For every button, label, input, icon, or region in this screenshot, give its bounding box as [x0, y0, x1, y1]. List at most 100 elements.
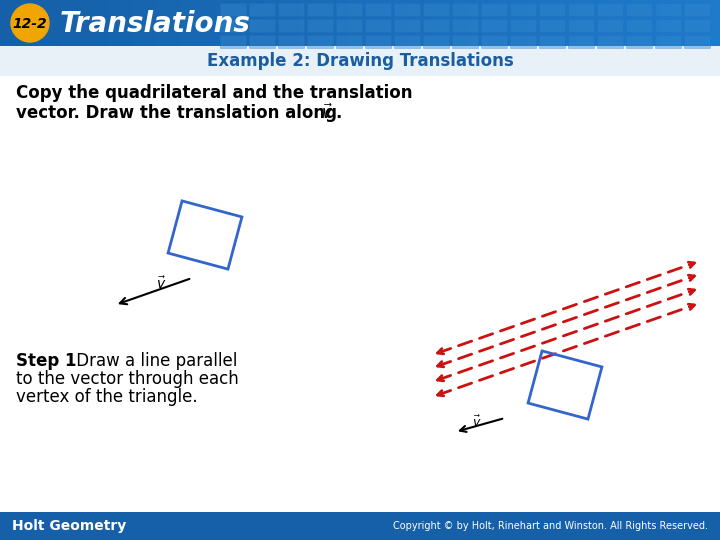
Bar: [452, 35, 478, 48]
Bar: [192, 0, 204, 46]
Bar: [307, 3, 333, 16]
Bar: [423, 3, 449, 16]
Bar: [452, 3, 478, 16]
Bar: [307, 19, 333, 32]
Bar: [588, 0, 600, 46]
Bar: [492, 0, 504, 46]
Text: to the vector through each: to the vector through each: [16, 370, 239, 388]
Text: Translations: Translations: [60, 10, 251, 37]
Bar: [576, 0, 588, 46]
Bar: [626, 19, 652, 32]
Bar: [684, 19, 710, 32]
Bar: [568, 35, 594, 48]
Bar: [249, 19, 275, 32]
Bar: [626, 3, 652, 16]
Bar: [481, 19, 507, 32]
Bar: [336, 35, 362, 48]
Bar: [468, 0, 480, 46]
Bar: [540, 0, 552, 46]
Bar: [252, 0, 264, 46]
Bar: [660, 0, 672, 46]
Bar: [365, 19, 391, 32]
Bar: [655, 35, 681, 48]
Text: Draw a line parallel: Draw a line parallel: [71, 352, 238, 370]
Bar: [96, 0, 108, 46]
Bar: [564, 0, 576, 46]
Bar: [156, 0, 168, 46]
Bar: [336, 19, 362, 32]
Bar: [264, 0, 276, 46]
Bar: [0, 0, 12, 46]
Bar: [0, 46, 720, 76]
Bar: [300, 0, 312, 46]
Bar: [408, 0, 420, 46]
Bar: [336, 0, 348, 46]
Bar: [72, 0, 84, 46]
Bar: [288, 0, 300, 46]
Bar: [539, 19, 565, 32]
Bar: [600, 0, 612, 46]
Bar: [423, 19, 449, 32]
Bar: [220, 35, 246, 48]
Bar: [626, 35, 652, 48]
Bar: [612, 0, 624, 46]
Bar: [684, 0, 696, 46]
Bar: [456, 0, 468, 46]
Bar: [372, 0, 384, 46]
Bar: [108, 0, 120, 46]
Bar: [278, 3, 304, 16]
Bar: [249, 3, 275, 16]
Text: .: .: [335, 104, 341, 122]
Bar: [516, 0, 528, 46]
Bar: [220, 3, 246, 16]
Bar: [278, 35, 304, 48]
Bar: [324, 0, 336, 46]
Text: $\vec{v}$: $\vec{v}$: [321, 104, 333, 124]
Bar: [568, 3, 594, 16]
Bar: [655, 19, 681, 32]
Bar: [539, 35, 565, 48]
Bar: [528, 0, 540, 46]
Bar: [120, 0, 132, 46]
Bar: [504, 0, 516, 46]
Text: $\vec{v}$: $\vec{v}$: [472, 414, 482, 430]
Bar: [365, 35, 391, 48]
Bar: [552, 0, 564, 46]
Bar: [423, 35, 449, 48]
Bar: [648, 0, 660, 46]
Bar: [348, 0, 360, 46]
Bar: [684, 3, 710, 16]
Text: $\vec{v}$: $\vec{v}$: [156, 275, 167, 292]
Bar: [276, 0, 288, 46]
Bar: [568, 19, 594, 32]
Bar: [24, 0, 36, 46]
Bar: [597, 35, 623, 48]
Bar: [510, 3, 536, 16]
Bar: [444, 0, 456, 46]
Bar: [132, 0, 144, 46]
Bar: [510, 19, 536, 32]
Text: Example 2: Drawing Translations: Example 2: Drawing Translations: [207, 52, 513, 70]
Bar: [60, 0, 72, 46]
Bar: [481, 35, 507, 48]
Bar: [307, 35, 333, 48]
Bar: [452, 19, 478, 32]
Bar: [360, 0, 372, 46]
Bar: [480, 0, 492, 46]
Bar: [36, 0, 48, 46]
Bar: [312, 0, 324, 46]
Bar: [180, 0, 192, 46]
Bar: [655, 3, 681, 16]
Bar: [684, 35, 710, 48]
Bar: [249, 35, 275, 48]
Bar: [481, 3, 507, 16]
Bar: [168, 0, 180, 46]
Bar: [84, 0, 96, 46]
Bar: [636, 0, 648, 46]
Bar: [672, 0, 684, 46]
Bar: [510, 35, 536, 48]
Bar: [365, 3, 391, 16]
Bar: [216, 0, 228, 46]
Bar: [539, 3, 565, 16]
Bar: [336, 3, 362, 16]
